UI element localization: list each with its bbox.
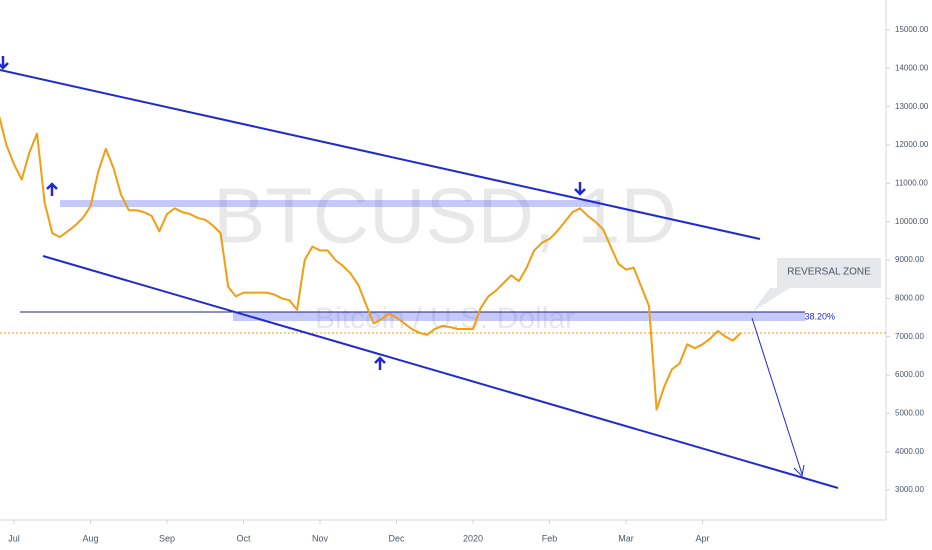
pivot-arrows	[0, 56, 586, 370]
y-tick-label: 8000.00	[895, 293, 924, 302]
x-tick-label: Jul	[8, 533, 20, 543]
x-tick-label: Sep	[159, 533, 175, 543]
channel-bottom	[42, 255, 839, 489]
channel-top	[0, 69, 761, 240]
fib-label: 38.20%	[804, 311, 835, 321]
x-tick-label: Feb	[542, 533, 558, 543]
price-line	[0, 115, 742, 411]
projection-arrow	[751, 317, 803, 475]
y-tick-label: 15000.00	[895, 25, 929, 34]
resistance-zone	[60, 200, 600, 207]
y-tick-label: 9000.00	[895, 255, 924, 264]
callout-text: REVERSAL ZONE	[787, 267, 871, 278]
y-tick-label: 3000.00	[895, 485, 924, 494]
y-tick-label: 6000.00	[895, 370, 924, 379]
y-tick-label: 13000.00	[895, 102, 929, 111]
y-tick-label: 5000.00	[895, 408, 924, 417]
x-tick-label: Dec	[388, 533, 405, 543]
callout-box	[752, 258, 881, 312]
fib-zone	[233, 312, 805, 321]
y-tick-label: 11000.00	[895, 178, 928, 187]
y-tick-label: 10000.00	[895, 217, 929, 226]
y-tick-label: 7000.00	[895, 332, 924, 341]
plot	[0, 115, 742, 411]
x-tick-label: Nov	[312, 533, 329, 543]
y-tick-label: 14000.00	[895, 63, 929, 72]
watermark-subtitle: Bitcoin / U.S. Dollar	[315, 302, 575, 335]
x-tick-label: 2020	[463, 533, 483, 543]
x-tick-label: Oct	[236, 533, 251, 543]
x-tick-label: Mar	[618, 533, 634, 543]
x-tick-label: Aug	[82, 533, 98, 543]
x-tick-label: Apr	[695, 533, 709, 543]
y-tick-label: 12000.00	[895, 140, 929, 149]
projection-arrow-head	[793, 464, 805, 478]
y-tick-label: 4000.00	[895, 447, 924, 456]
watermark-title: BTCUSD, 1D	[213, 172, 677, 260]
